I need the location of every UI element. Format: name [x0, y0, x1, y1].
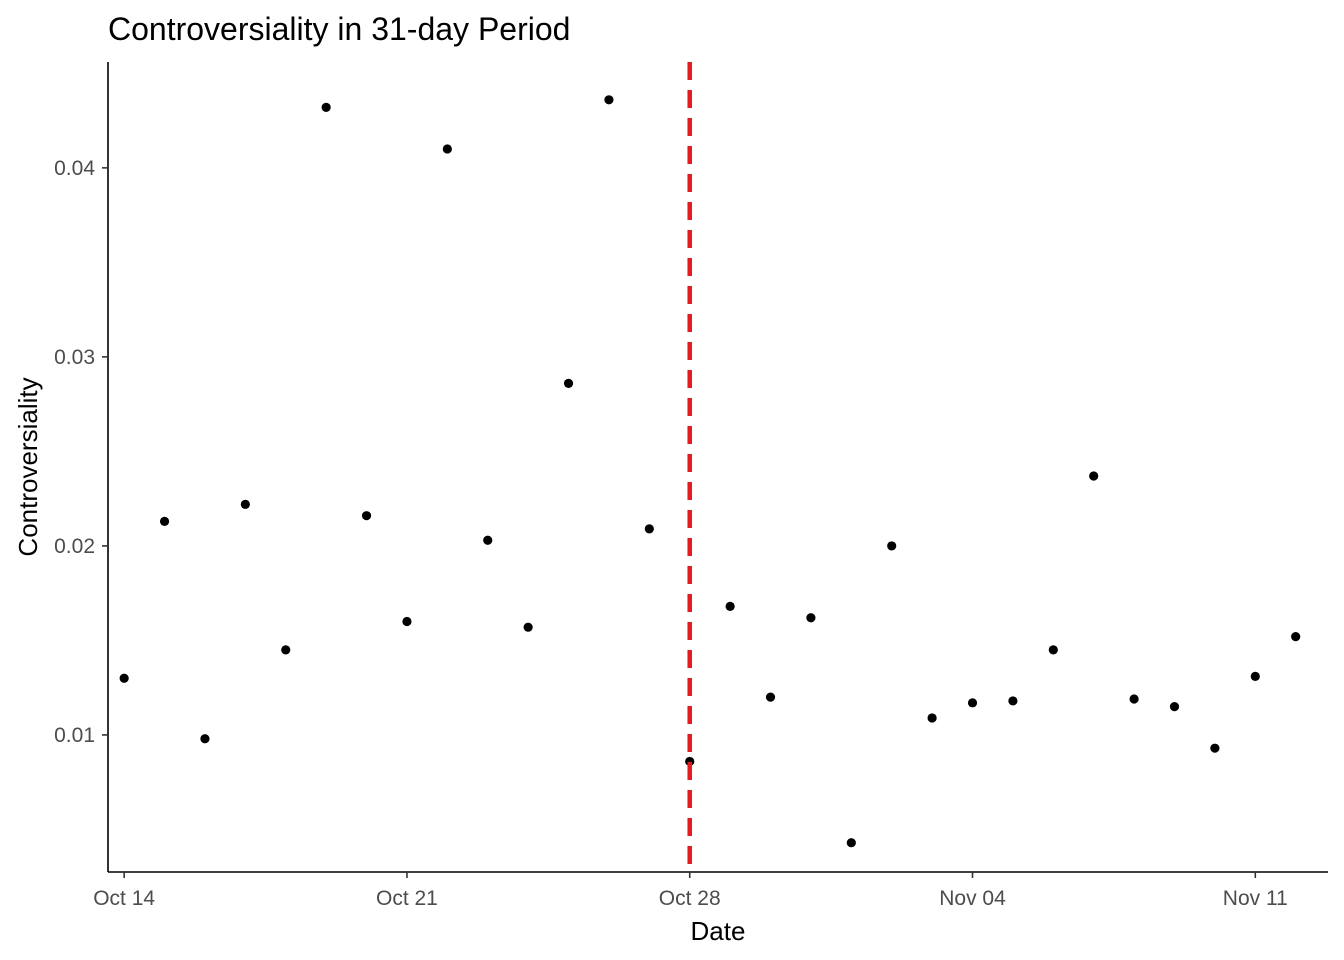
data-point: [644, 524, 654, 534]
x-axis-title: Date: [691, 916, 746, 946]
plot-area: 0.01 0.02 0.03 0.04 Oct 14 Oct 21 Oct 28 Nov 0…: [54, 62, 1328, 910]
data-point: [1291, 632, 1301, 642]
x-tick-label: Oct 14: [93, 887, 155, 910]
data-point: [240, 499, 250, 509]
data-point: [604, 95, 614, 105]
data-point: [483, 535, 493, 545]
y-axis-ticks: 0.01 0.02 0.03 0.04: [54, 157, 108, 747]
data-point: [967, 698, 978, 708]
data-point: [563, 378, 574, 388]
data-point: [1250, 671, 1260, 681]
data-point: [806, 613, 816, 623]
data-point: [1210, 743, 1220, 753]
data-point: [725, 601, 735, 612]
y-tick-label: 0.04: [54, 157, 95, 180]
data-points: [119, 95, 1301, 848]
data-point: [200, 734, 210, 744]
data-point: [685, 756, 695, 767]
data-point: [846, 838, 856, 848]
data-point: [1008, 696, 1018, 706]
y-tick-label: 0.02: [54, 535, 95, 558]
x-tick-label: Oct 28: [659, 887, 721, 910]
data-point: [1048, 645, 1058, 655]
data-point: [402, 616, 412, 627]
chart-title: Controversiality in 31-day Period: [108, 11, 570, 47]
x-axis-ticks: Oct 14 Oct 21 Oct 28 Nov 04 Nov 11: [93, 872, 1288, 910]
data-point: [1169, 701, 1180, 712]
data-point: [523, 622, 533, 632]
x-tick-label: Nov 04: [939, 887, 1006, 910]
data-point: [361, 511, 372, 521]
y-axis-title: Controversiality: [13, 377, 43, 556]
data-point: [159, 516, 170, 526]
x-tick-label: Nov 11: [1223, 887, 1288, 910]
data-point: [765, 692, 776, 702]
data-point: [1129, 694, 1139, 704]
data-point: [321, 102, 331, 112]
data-point: [1089, 471, 1099, 481]
data-point: [281, 645, 291, 655]
y-tick-label: 0.01: [54, 724, 95, 747]
data-point: [442, 144, 452, 154]
data-point: [119, 673, 129, 683]
y-tick-label: 0.03: [54, 346, 95, 369]
data-point: [927, 713, 937, 723]
x-tick-label: Oct 21: [376, 887, 438, 910]
data-point: [887, 541, 897, 551]
